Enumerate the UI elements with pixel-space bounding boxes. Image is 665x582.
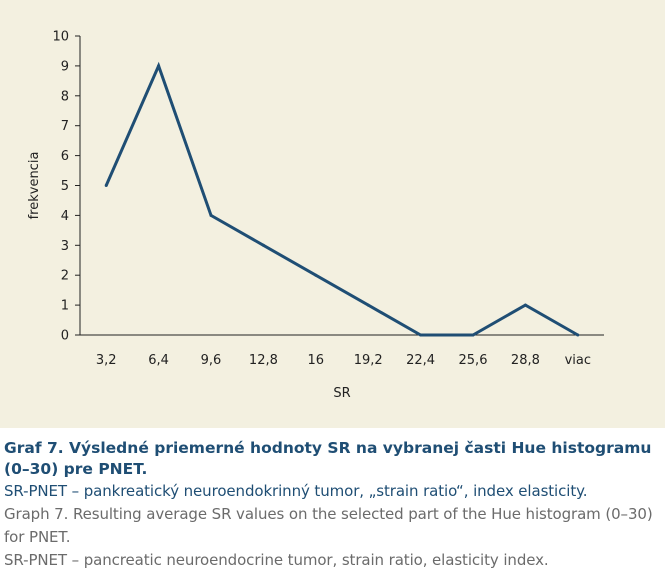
x-tick-label: 12,8 xyxy=(249,353,278,368)
y-tick-label: 3 xyxy=(61,239,69,254)
x-tick-label: 16 xyxy=(308,353,325,368)
x-tick-label: 19,2 xyxy=(354,353,383,368)
data-point xyxy=(157,64,161,68)
x-tick-label: 3,2 xyxy=(96,353,117,368)
y-tick-label: 2 xyxy=(61,269,69,284)
x-tick-label: 25,6 xyxy=(459,353,488,368)
x-tick-label: 9,6 xyxy=(201,353,222,368)
series-layer xyxy=(104,61,580,337)
data-point xyxy=(209,213,213,217)
y-tick-label: 8 xyxy=(61,89,69,104)
x-axis-title: SR xyxy=(333,386,350,401)
line-chart: 0 1 2 3 4 5 6 7 8 9 10 3,2 6,4 9,6 12,8 16 19,2 22,4 25,6… xyxy=(27,30,604,401)
caption-title: Graf 7. Výsledné priemerné hodnoty SR na… xyxy=(4,439,652,478)
y-tick-label: 5 xyxy=(61,179,69,194)
data-point xyxy=(314,273,318,277)
y-axis-ticks: 0 1 2 3 4 5 6 7 8 9 10 xyxy=(52,30,80,344)
x-axis-ticks: 3,2 6,4 9,6 12,8 16 19,2 22,4 25,6 28,8 viac xyxy=(96,353,591,368)
data-point xyxy=(576,333,580,337)
x-tick-label: 28,8 xyxy=(511,353,540,368)
y-axis-title: frekvencia xyxy=(27,152,42,220)
figure-caption: Graf 7. Výsledné priemerné hodnoty SR na… xyxy=(4,438,660,572)
data-point xyxy=(366,303,370,307)
data-point xyxy=(261,243,265,247)
data-point xyxy=(419,333,423,337)
caption-title-en: Graph 7. Resulting average SR values on … xyxy=(4,505,653,546)
series-line xyxy=(104,61,579,337)
caption-abbrev-en: SR-PNET – pancreatic neuroendocrine tumo… xyxy=(4,551,549,569)
x-tick-label: viac xyxy=(565,353,591,368)
y-tick-label: 9 xyxy=(61,59,69,74)
data-point xyxy=(523,303,527,307)
caption-abbrev-sk: SR-PNET – pankreatický neuroendokrinný t… xyxy=(4,482,588,500)
chart-panel: 0 1 2 3 4 5 6 7 8 9 10 3,2 6,4 9,6 12,8 16 19,2 22,4 25,6… xyxy=(0,0,665,428)
y-tick-label: 7 xyxy=(61,119,69,134)
y-tick-label: 4 xyxy=(61,209,69,224)
y-tick-label: 10 xyxy=(52,30,69,45)
y-tick-label: 6 xyxy=(61,149,69,164)
y-tick-label: 1 xyxy=(61,299,69,314)
x-tick-label: 6,4 xyxy=(148,353,169,368)
data-point xyxy=(471,333,475,337)
x-tick-label: 22,4 xyxy=(406,353,435,368)
data-point xyxy=(104,184,108,187)
y-tick-label: 0 xyxy=(61,329,69,344)
